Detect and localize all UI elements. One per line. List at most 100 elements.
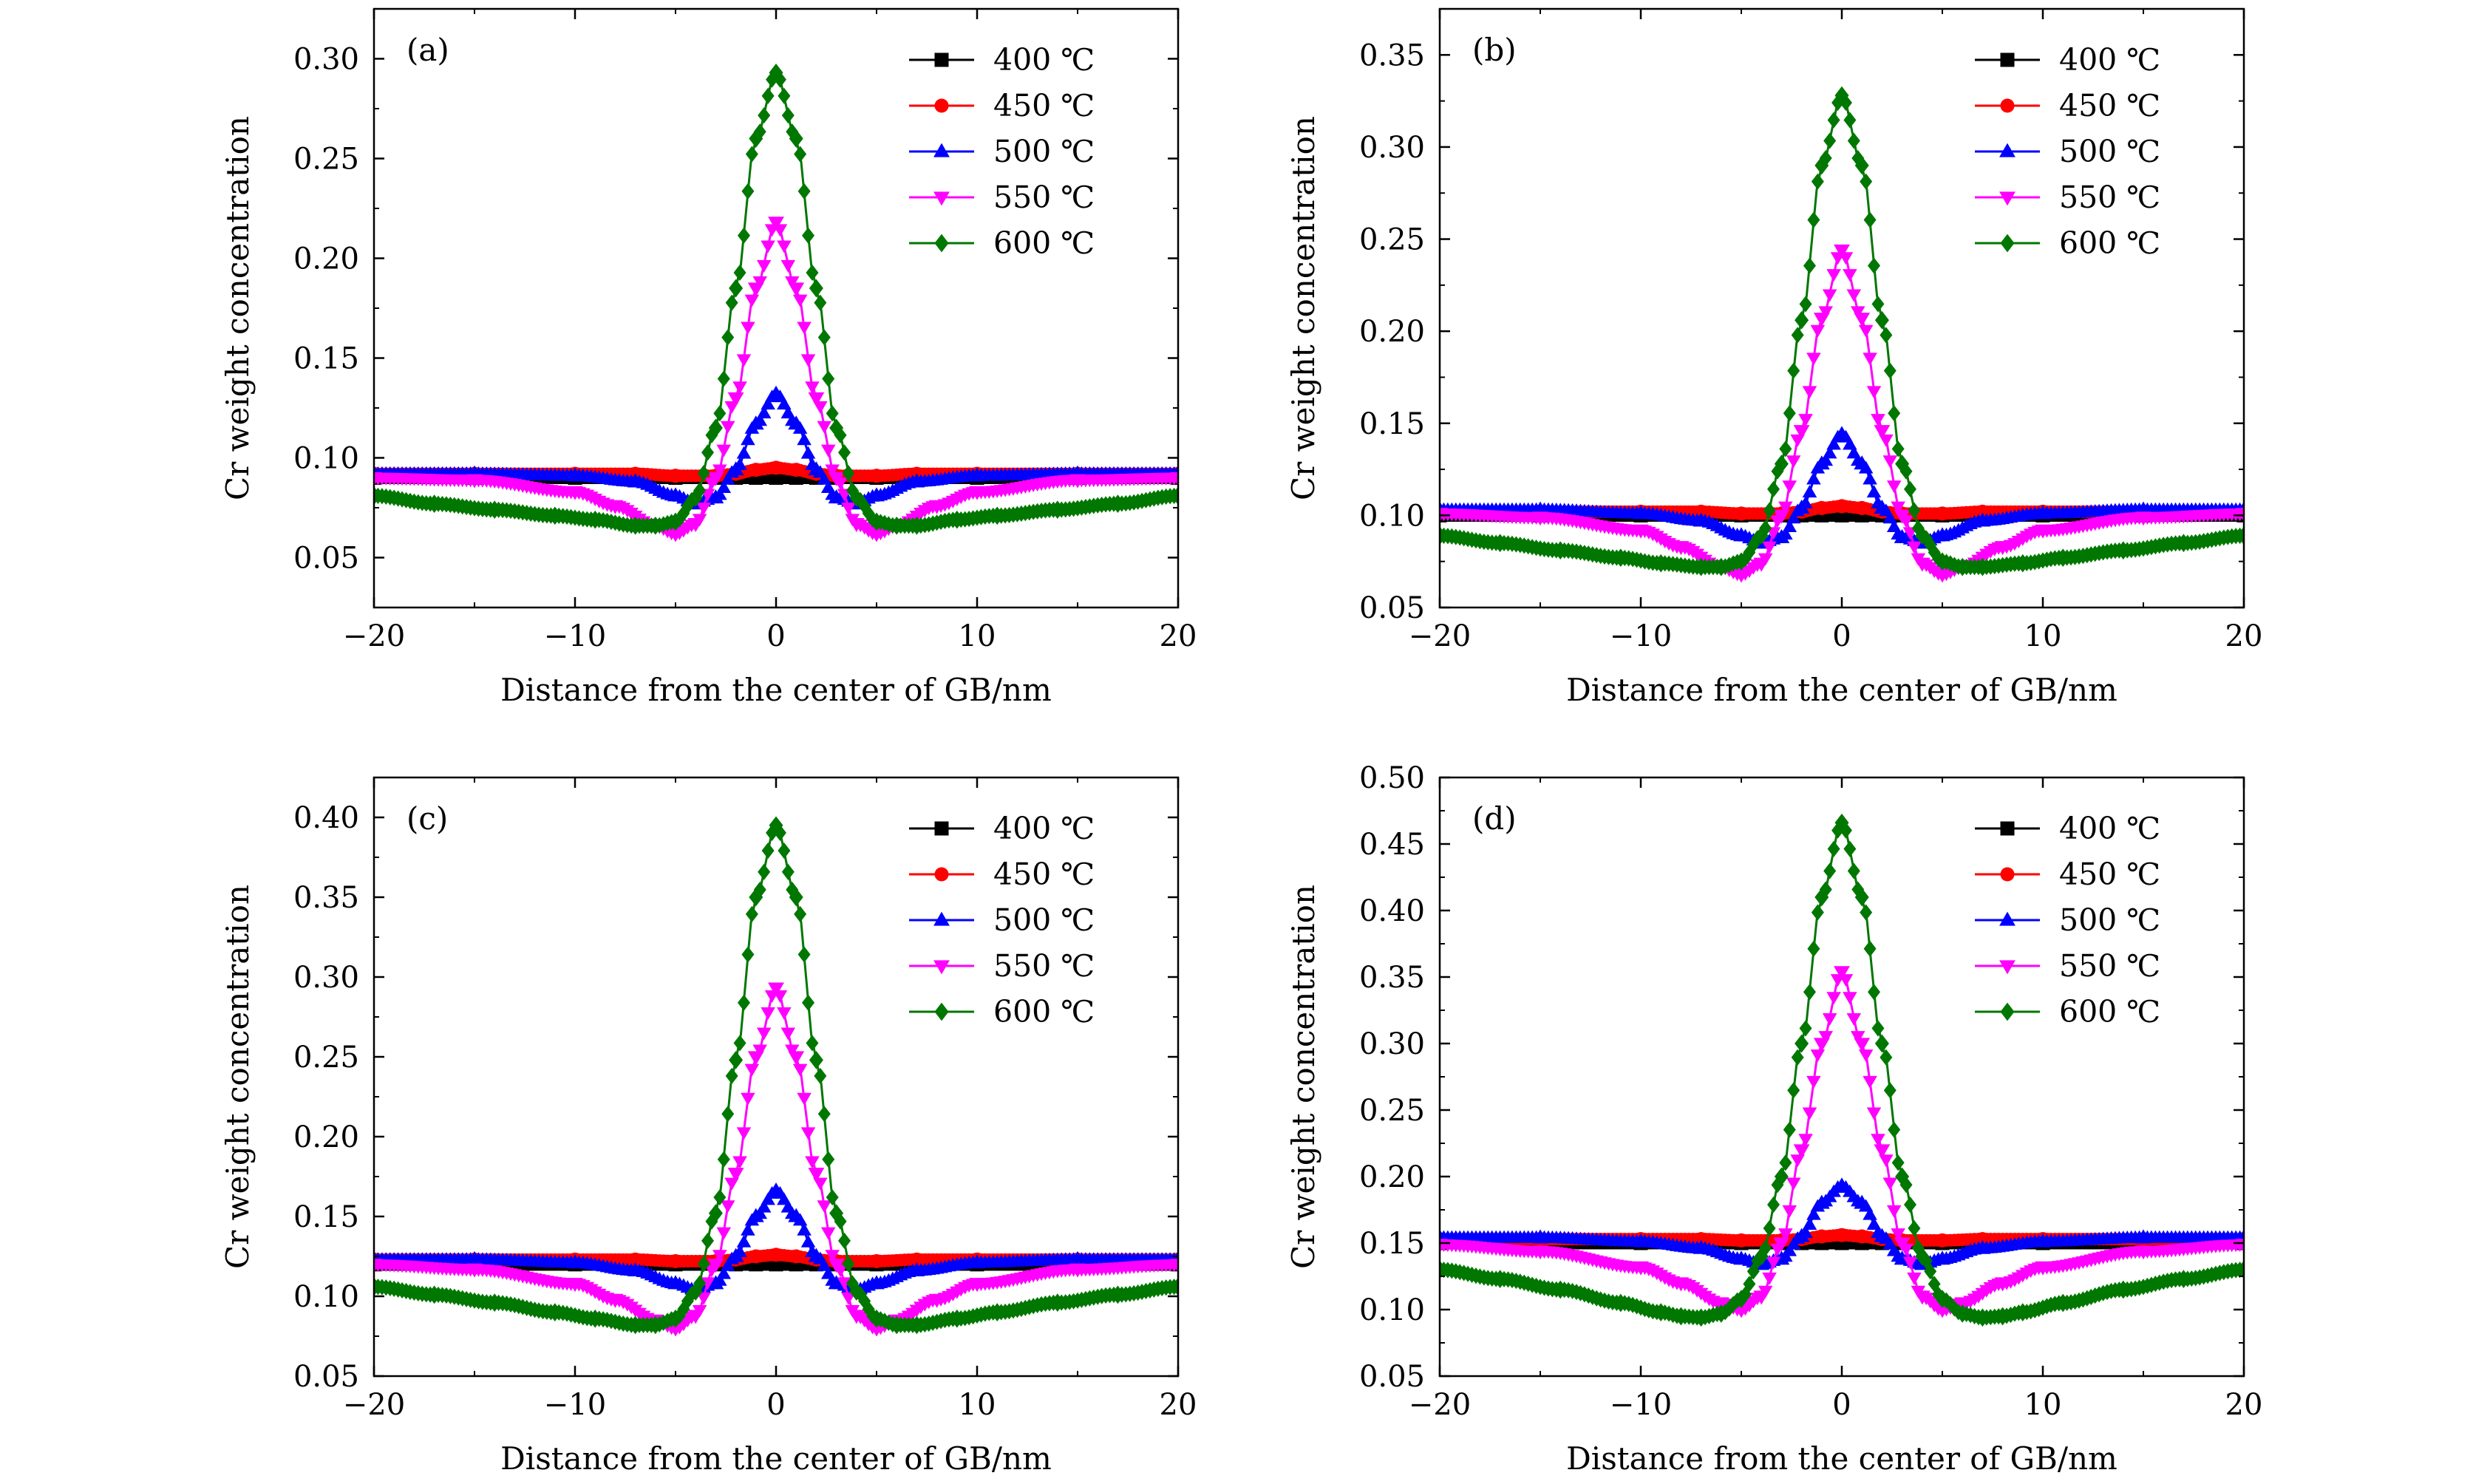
x-tick-label: −20 [343,1388,405,1422]
diamond-marker [697,1256,710,1273]
diamond-marker [758,107,771,124]
y-tick-label: 0.15 [1359,1227,1425,1261]
series-group [1440,813,2244,1327]
x-tick-label: −20 [343,619,405,653]
y-tick-label: 0.35 [1359,961,1425,995]
data-point [768,1182,784,1197]
diamond-marker [778,842,791,860]
data-point [1854,1038,1871,1052]
data-point [1673,1277,1690,1292]
series-550C [1440,966,2244,1318]
data-point [1934,527,1950,542]
diamond-marker [781,107,795,124]
legend-label: 450 ℃ [2059,88,2160,123]
legend-marker [934,867,949,882]
data-point [849,489,864,507]
series-600C [374,64,1178,535]
legend-marker [933,143,950,157]
data-point [567,1278,583,1293]
data-point [950,510,965,529]
diamond-marker [1823,132,1837,149]
diamond-marker [1767,1196,1780,1214]
data-point [2035,505,2051,520]
data-point [1974,512,1991,527]
diamond-marker [717,370,730,387]
diamond-marker [1871,296,1885,313]
data-point [1834,813,1849,832]
diamond-marker [1843,840,1857,857]
triangle-down-marker [1810,1049,1826,1063]
data-point [848,518,865,532]
triangle-down-marker [712,1250,727,1263]
diamond-marker [761,87,775,104]
legend-item: 450 ℃ [1975,88,2160,123]
diamond-marker [817,329,831,346]
triangle-up-marker [800,446,816,459]
diamond-marker [1779,1154,1792,1171]
series-group [1440,86,2244,583]
triangle-up-marker [741,1222,755,1236]
data-point [808,461,825,476]
data-point [1613,1293,1628,1313]
triangle-down-marker [716,1227,732,1240]
triangle-down-marker [696,502,711,515]
data-point [788,415,805,430]
diamond-marker [701,1232,715,1249]
legend-label: 600 ℃ [993,994,1095,1029]
data-point [909,1315,924,1335]
legend-marker [2000,867,2015,882]
diamond-marker [737,994,750,1011]
triangle-down-marker [700,1277,715,1290]
data-point [588,1309,602,1328]
triangle-down-marker [1907,541,1922,554]
triangle-up-marker [777,397,792,410]
data-point [990,1303,1004,1321]
chart-panel: −20 −10 0 10 200.050.100.150.200.250.300.350… [1285,761,2262,1477]
diamond-marker [837,444,851,461]
legend-item: 450 ℃ [909,88,1095,123]
data-point [1955,557,1970,576]
data-point [729,279,744,298]
y-tick-label: 0.10 [293,442,359,476]
diamond-marker [786,123,799,140]
panel-label: (b) [1472,32,1517,68]
triangle-down-marker [792,1063,808,1077]
data-point [466,1250,483,1265]
data-point [1854,455,1871,470]
diamond-marker [802,994,815,1011]
data-point [928,1293,945,1308]
triangle-up-marker [756,1199,772,1213]
data-point [1440,526,1447,545]
diamond-marker [1783,1121,1796,1138]
data-point [909,1252,924,1267]
data-point [687,1310,704,1324]
legend-item: 600 ℃ [909,994,1095,1029]
data-point [1934,1250,1950,1265]
data-point [1874,1144,1891,1159]
triangle-down-marker [837,1277,852,1290]
legend-item: 400 ℃ [1975,42,2160,78]
data-point [1834,1228,1849,1242]
legend-item: 550 ℃ [1975,948,2160,984]
data-point [1894,509,1911,524]
y-tick-label: 0.20 [293,242,359,276]
diamond-marker [1799,1020,1812,1037]
triangle-down-marker [784,1044,800,1058]
data-point [1954,1297,1971,1312]
y-tick-label: 0.10 [1359,499,1425,533]
data-point [1653,1303,1668,1321]
chart-panel: −20 −10 0 10 200.050.100.150.200.250.300.350… [220,776,1197,1477]
data-point [727,392,744,406]
data-point [1069,474,1086,489]
diamond-marker [1799,296,1812,313]
data-point [667,528,684,542]
diamond-marker [1871,1020,1885,1037]
data-point [1814,500,1829,515]
diamond-marker [697,465,710,482]
legend-label: 500 ℃ [993,134,1095,169]
triangle-up-marker [1806,472,1821,485]
x-tick-label: 10 [959,619,996,653]
data-point [1814,888,1829,907]
data-point [1955,1304,1970,1323]
data-point [768,982,784,997]
